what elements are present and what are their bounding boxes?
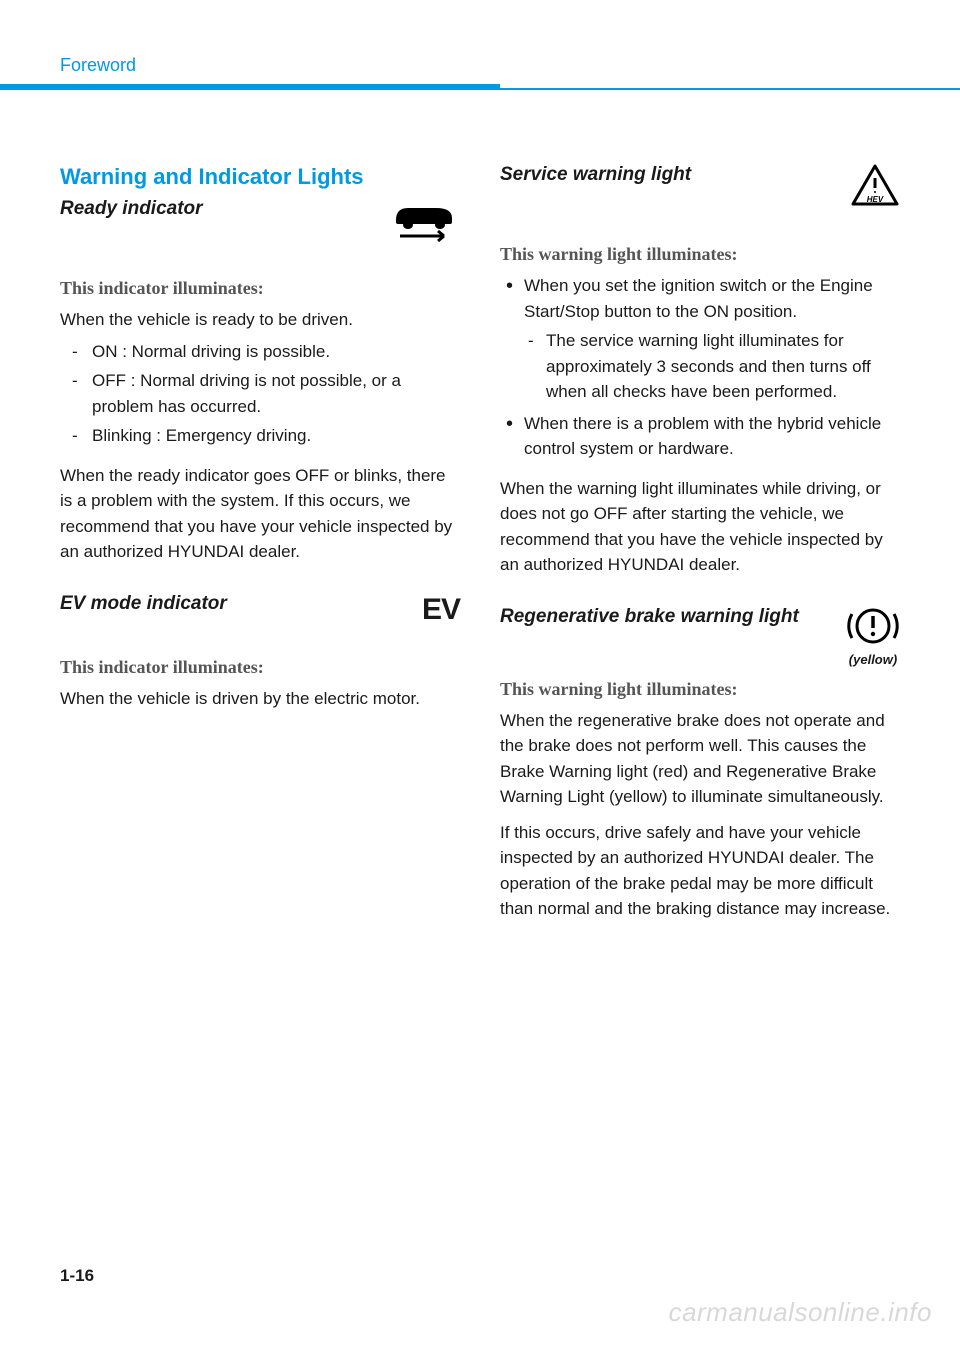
regen-title: Regenerative brake warning light (500, 606, 836, 628)
ev-indicator-heading: EV mode indicator EV (60, 593, 460, 627)
list-item: The service warning light illuminates fo… (524, 328, 900, 405)
ready-intro: When the vehicle is ready to be driven. (60, 307, 460, 333)
hev-warning-icon: HEV (850, 164, 900, 214)
bullet-text: When there is a problem with the hybrid … (524, 414, 881, 459)
list-item: ON : Normal driving is possible. (60, 339, 460, 365)
list-item: When there is a problem with the hybrid … (500, 411, 900, 462)
brake-warning-icon: (yellow) (846, 606, 900, 667)
ready-lead: This indicator illuminates: (60, 278, 460, 299)
service-outro: When the warning light illuminates while… (500, 476, 900, 578)
ready-list: ON : Normal driving is possible. OFF : N… (60, 339, 460, 449)
service-warning-heading: Service warning light HEV (500, 164, 900, 214)
nested-list: The service warning light illuminates fo… (524, 328, 900, 405)
ready-title: Ready indicator (60, 198, 378, 220)
bullet-text: When you set the ignition switch or the … (524, 276, 873, 321)
ready-indicator-heading: Ready indicator (60, 198, 460, 248)
list-item: Blinking : Emergency driving. (60, 423, 460, 449)
car-ready-icon (388, 198, 460, 248)
regen-body1: When the regenerative brake does not ope… (500, 708, 900, 810)
page-number: 1-16 (60, 1266, 94, 1286)
regen-body2: If this occurs, drive safely and have yo… (500, 820, 900, 922)
ev-body: When the vehicle is driven by the electr… (60, 686, 460, 712)
icon-caption: (yellow) (846, 652, 900, 667)
main-heading: Warning and Indicator Lights (60, 164, 460, 190)
ev-lead: This indicator illuminates: (60, 657, 460, 678)
left-column: Warning and Indicator Lights Ready indic… (60, 164, 460, 928)
service-bullets: When you set the ignition switch or the … (500, 273, 900, 462)
service-title: Service warning light (500, 164, 840, 186)
ev-title: EV mode indicator (60, 593, 412, 615)
list-item: When you set the ignition switch or the … (500, 273, 900, 405)
watermark: carmanualsonline.info (669, 1297, 932, 1328)
section-label: Foreword (60, 55, 960, 76)
regen-lead: This warning light illuminates: (500, 679, 900, 700)
page-header: Foreword (0, 0, 960, 76)
content-area: Warning and Indicator Lights Ready indic… (0, 84, 960, 928)
ready-outro: When the ready indicator goes OFF or bli… (60, 463, 460, 565)
regen-warning-heading: Regenerative brake warning light (yellow… (500, 606, 900, 667)
right-column: Service warning light HEV This warning l… (500, 164, 900, 928)
svg-text:HEV: HEV (867, 195, 884, 204)
ev-icon: EV (422, 593, 460, 627)
list-item: OFF : Normal driving is not possible, or… (60, 368, 460, 419)
service-lead: This warning light illuminates: (500, 244, 900, 265)
